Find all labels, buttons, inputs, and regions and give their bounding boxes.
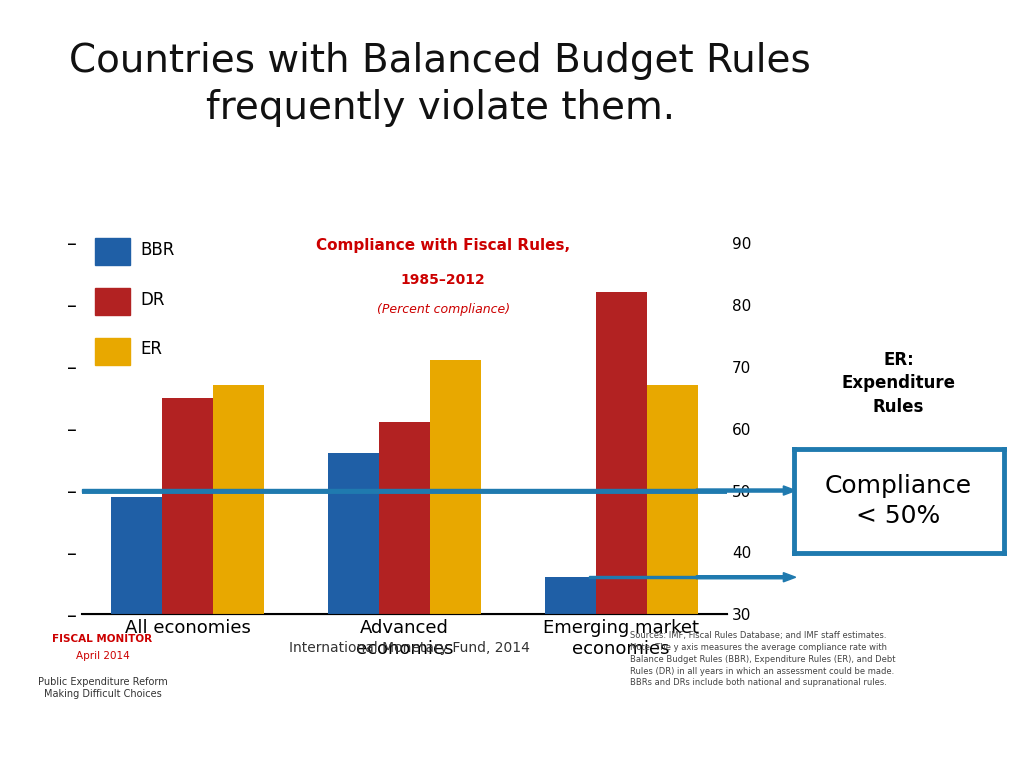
- Text: International Monetary Fund, 2014: International Monetary Fund, 2014: [289, 641, 530, 655]
- Text: (Percent compliance): (Percent compliance): [377, 303, 510, 316]
- Text: BBR: BBR: [140, 240, 174, 259]
- Bar: [647, 386, 697, 768]
- Bar: [95, 238, 130, 265]
- Text: April 2014: April 2014: [76, 651, 129, 661]
- Bar: [430, 360, 481, 768]
- Bar: [162, 398, 213, 768]
- Text: FISCAL MONITOR: FISCAL MONITOR: [52, 634, 153, 644]
- Bar: [95, 338, 130, 365]
- Bar: [596, 293, 647, 768]
- Text: ER:
Expenditure
Rules: ER: Expenditure Rules: [842, 351, 955, 415]
- Text: Sources: IMF, Fiscal Rules Database; and IMF staff estimates.
Note: The y axis m: Sources: IMF, Fiscal Rules Database; and…: [630, 631, 895, 687]
- Text: BBR: Balanced
Budget Rules: BBR: Balanced Budget Rules: [830, 227, 967, 269]
- Text: Compliance
< 50%: Compliance < 50%: [825, 475, 972, 528]
- Text: Countries with Balanced Budget Rules
frequently violate them.: Countries with Balanced Budget Rules fre…: [70, 42, 811, 127]
- Bar: [545, 578, 596, 768]
- Bar: [379, 422, 430, 768]
- Bar: [112, 497, 162, 768]
- Text: DR: DR: [140, 290, 165, 309]
- Bar: [213, 386, 264, 768]
- Text: DR:
Debt Rules: DR: Debt Rules: [848, 290, 949, 331]
- Text: Public Expenditure Reform
Making Difficult Choices: Public Expenditure Reform Making Difficu…: [38, 677, 167, 699]
- Text: 1985–2012: 1985–2012: [400, 273, 485, 286]
- Bar: [95, 288, 130, 315]
- Text: Compliance with Fiscal Rules,: Compliance with Fiscal Rules,: [316, 238, 570, 253]
- Bar: [328, 453, 379, 768]
- Text: ER: ER: [140, 340, 162, 359]
